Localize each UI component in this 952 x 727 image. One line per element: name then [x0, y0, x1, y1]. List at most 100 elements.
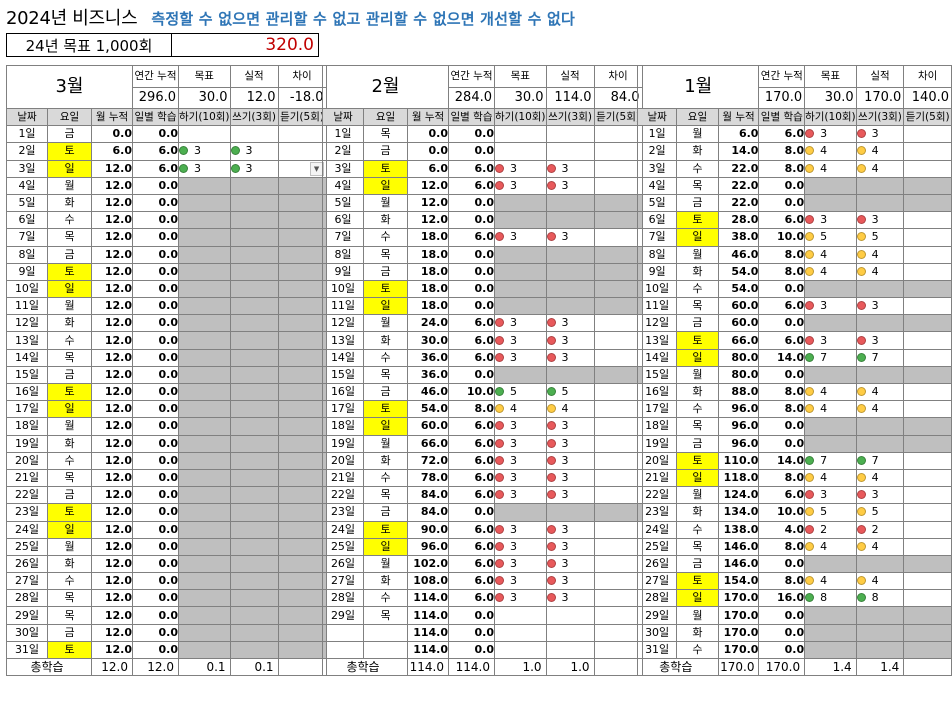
write-count-cell[interactable]: 5 [855, 503, 905, 522]
date-cell[interactable]: 14일 [322, 348, 364, 367]
empty-cell[interactable] [593, 451, 643, 470]
empty-grey-cell[interactable] [277, 486, 327, 505]
month-cum-cell[interactable]: 60.0 [407, 417, 449, 436]
empty-grey-cell[interactable] [593, 193, 643, 213]
empty-grey-cell[interactable] [593, 279, 643, 299]
daily-study-cell[interactable]: 0.0 [132, 125, 179, 144]
month-cum-cell[interactable]: 12.0 [91, 382, 133, 402]
empty-cell[interactable] [903, 572, 952, 591]
date-cell[interactable]: 6일 [6, 211, 48, 230]
date-cell[interactable]: 9일 [322, 262, 364, 281]
month-cum-cell[interactable]: 12.0 [91, 331, 133, 350]
empty-cell[interactable] [903, 503, 952, 522]
month-cum-cell[interactable]: 96.0 [717, 417, 760, 436]
daily-study-cell[interactable]: 6.0 [448, 348, 495, 367]
date-cell[interactable]: 22일 [322, 486, 364, 505]
weekday-cell[interactable]: 월 [676, 486, 719, 505]
empty-grey-cell[interactable] [903, 193, 952, 213]
speak-count-cell[interactable]: 5 [804, 503, 857, 522]
date-cell[interactable]: 13일 [322, 331, 364, 350]
empty-cell[interactable] [903, 400, 952, 419]
empty-grey-cell[interactable] [855, 623, 905, 642]
daily-study-cell[interactable]: 8.0 [758, 245, 806, 264]
date-cell[interactable]: 20일 [636, 451, 678, 470]
empty-grey-cell[interactable] [229, 640, 279, 660]
daily-study-cell[interactable]: 4.0 [758, 520, 806, 539]
empty-grey-cell[interactable] [903, 176, 952, 195]
write-count-cell[interactable]: 7 [855, 348, 905, 367]
weekday-cell[interactable]: 화 [47, 554, 92, 574]
column-header[interactable]: 월 누적 [407, 107, 449, 127]
speak-count-cell[interactable]: 3 [494, 417, 547, 436]
empty-grey-cell[interactable] [277, 279, 327, 299]
daily-study-cell[interactable]: 0.0 [448, 142, 495, 161]
month-cum-cell[interactable]: 96.0 [407, 537, 449, 556]
date-cell[interactable]: 21일 [6, 468, 48, 488]
write-count-cell[interactable]: 3 [545, 572, 595, 591]
empty-grey-cell[interactable] [277, 623, 327, 642]
weekday-cell[interactable]: 월 [363, 193, 408, 213]
weekday-cell[interactable]: 토 [47, 640, 92, 660]
write-count-cell[interactable]: 4 [855, 159, 905, 178]
weekday-cell[interactable]: 수 [363, 589, 408, 608]
empty-grey-cell[interactable] [277, 451, 327, 470]
empty-cell[interactable] [593, 314, 643, 333]
weekday-cell[interactable]: 월 [676, 125, 719, 144]
daily-study-cell[interactable]: 0.0 [448, 262, 495, 281]
daily-study-cell[interactable]: 6.0 [448, 486, 495, 505]
daily-study-cell[interactable]: 0.0 [132, 640, 179, 660]
date-cell[interactable]: 4일 [6, 176, 48, 195]
empty-grey-cell[interactable] [229, 537, 279, 556]
empty-grey-cell[interactable] [178, 262, 231, 281]
weekday-cell[interactable]: 월 [676, 365, 719, 385]
weekday-cell[interactable]: 화 [47, 314, 92, 333]
date-cell[interactable]: 18일 [636, 417, 678, 436]
month-cum-cell[interactable]: 72.0 [407, 451, 449, 470]
weekday-cell[interactable]: 목 [47, 589, 92, 608]
daily-study-cell[interactable]: 6.0 [448, 417, 495, 436]
empty-grey-cell[interactable] [178, 417, 231, 436]
speak-count-cell[interactable]: 3 [494, 176, 547, 195]
annual-goal-value[interactable]: 320.0 [265, 35, 314, 55]
daily-study-cell[interactable]: 6.0 [448, 331, 495, 350]
date-cell[interactable]: 23일 [322, 503, 364, 522]
empty-grey-cell[interactable] [277, 417, 327, 436]
month-cum-cell[interactable]: 12.0 [407, 211, 449, 230]
weekday-cell[interactable]: 목 [47, 348, 92, 367]
empty-cell[interactable] [178, 125, 231, 144]
empty-cell[interactable] [903, 348, 952, 367]
month-cum-cell[interactable]: 80.0 [717, 348, 760, 367]
weekday-cell[interactable]: 월 [47, 297, 92, 316]
date-cell[interactable]: 1일 [6, 125, 48, 144]
empty-grey-cell[interactable] [178, 211, 231, 230]
date-cell[interactable]: 8일 [6, 245, 48, 264]
speak-count-cell[interactable]: 4 [804, 245, 857, 264]
weekday-cell[interactable]: 목 [363, 606, 408, 625]
empty-cell[interactable] [593, 331, 643, 350]
total-cum[interactable]: 114.0 [407, 657, 449, 677]
empty-grey-cell[interactable] [178, 589, 231, 608]
empty-cell[interactable] [903, 211, 952, 230]
write-count-cell[interactable]: 3 [229, 142, 279, 161]
daily-study-cell[interactable]: 0.0 [758, 314, 806, 333]
empty-grey-cell[interactable] [494, 297, 547, 316]
column-header[interactable]: 요일 [47, 107, 92, 127]
empty-cell[interactable] [593, 400, 643, 419]
write-count-cell[interactable]: 3 [545, 520, 595, 539]
speak-count-cell[interactable]: 4 [804, 262, 857, 281]
daily-study-cell[interactable]: 6.0 [758, 211, 806, 230]
date-cell[interactable]: 15일 [636, 365, 678, 385]
annual-cum-label[interactable]: 연간 누적 [448, 65, 495, 88]
daily-study-cell[interactable]: 0.0 [758, 176, 806, 195]
weekday-cell[interactable] [363, 623, 408, 642]
empty-grey-cell[interactable] [855, 314, 905, 333]
empty-cell[interactable] [277, 142, 327, 161]
weekday-cell[interactable]: 수 [676, 279, 719, 299]
speak-count-cell[interactable]: 3 [494, 554, 547, 574]
daily-study-cell[interactable]: 0.0 [132, 486, 179, 505]
date-cell[interactable]: 16일 [636, 382, 678, 402]
date-cell[interactable]: 4일 [322, 176, 364, 195]
month-cum-cell[interactable]: 146.0 [717, 554, 760, 574]
daily-study-cell[interactable]: 8.0 [448, 400, 495, 419]
date-cell[interactable]: 17일 [322, 400, 364, 419]
